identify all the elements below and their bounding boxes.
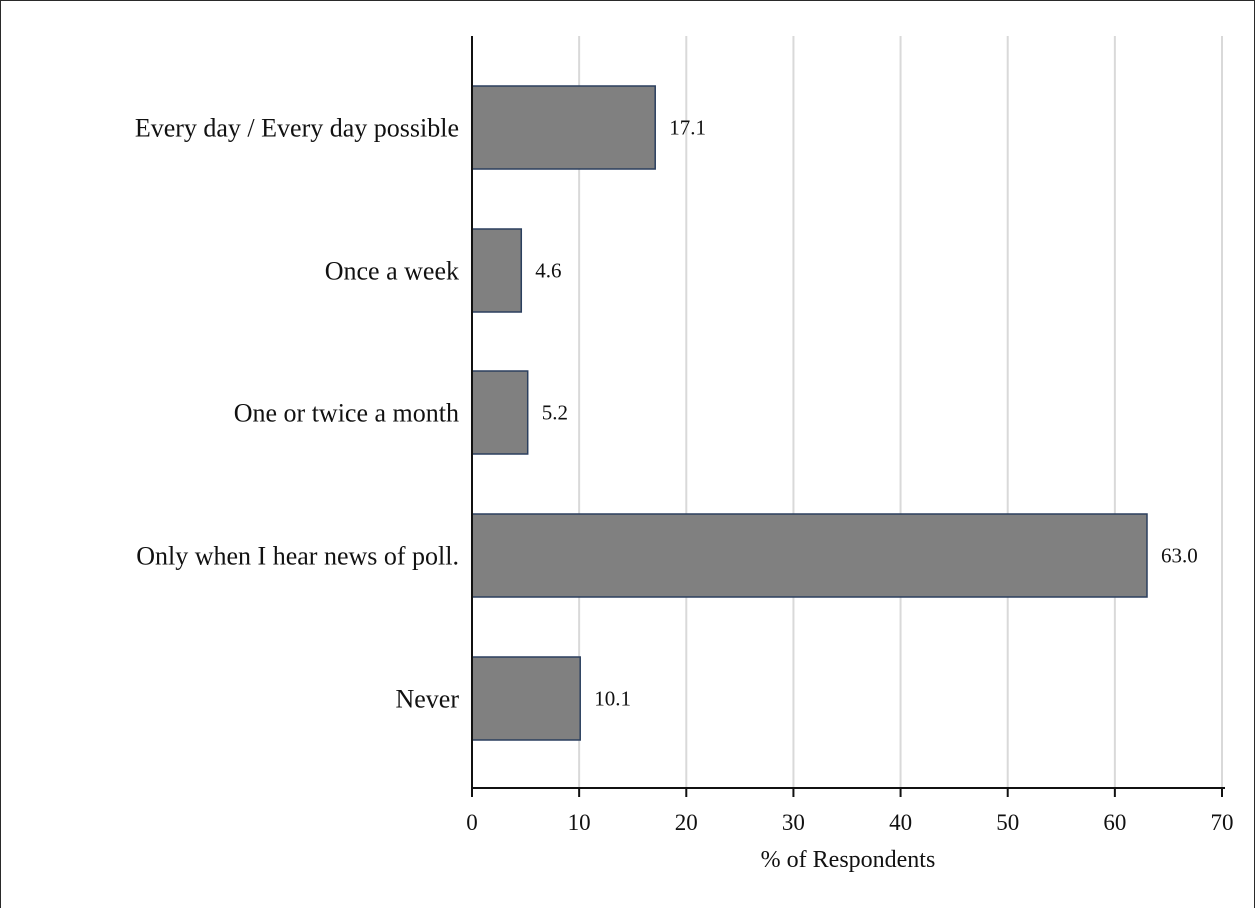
bars — [471, 85, 1148, 741]
value-label-3: 63.0 — [1161, 544, 1198, 568]
x-axis-title: % of Respondents — [761, 847, 936, 873]
category-label-3: Only when I hear news of poll. — [136, 542, 459, 571]
category-label-2: One or twice a month — [234, 399, 459, 428]
bar-4 — [471, 656, 581, 741]
axes — [471, 36, 1225, 797]
bar-1 — [471, 228, 523, 313]
x-tick-label-30: 30 — [782, 810, 805, 835]
bar-2 — [471, 370, 529, 455]
bar-3 — [471, 513, 1148, 598]
value-label-4: 10.1 — [594, 687, 631, 711]
value-label-2: 5.2 — [542, 401, 568, 425]
bar-0 — [471, 85, 656, 170]
value-label-1: 4.6 — [535, 259, 561, 283]
x-tick-label-60: 60 — [1103, 810, 1126, 835]
category-label-0: Every day / Every day possible — [135, 114, 459, 143]
x-tick-label-0: 0 — [466, 810, 478, 835]
category-label-1: Once a week — [325, 257, 459, 286]
x-tick-label-50: 50 — [996, 810, 1019, 835]
x-tick-label-20: 20 — [675, 810, 698, 835]
gridlines — [578, 36, 1223, 788]
value-label-0: 17.1 — [669, 116, 706, 140]
x-tick-label-40: 40 — [889, 810, 912, 835]
category-label-4: Never — [395, 685, 459, 714]
labels: 17.1 Every day / Every day possible 4.6 Onc… — [135, 114, 1234, 836]
x-tick-label-70: 70 — [1211, 810, 1234, 835]
x-tick-label-10: 10 — [568, 810, 591, 835]
